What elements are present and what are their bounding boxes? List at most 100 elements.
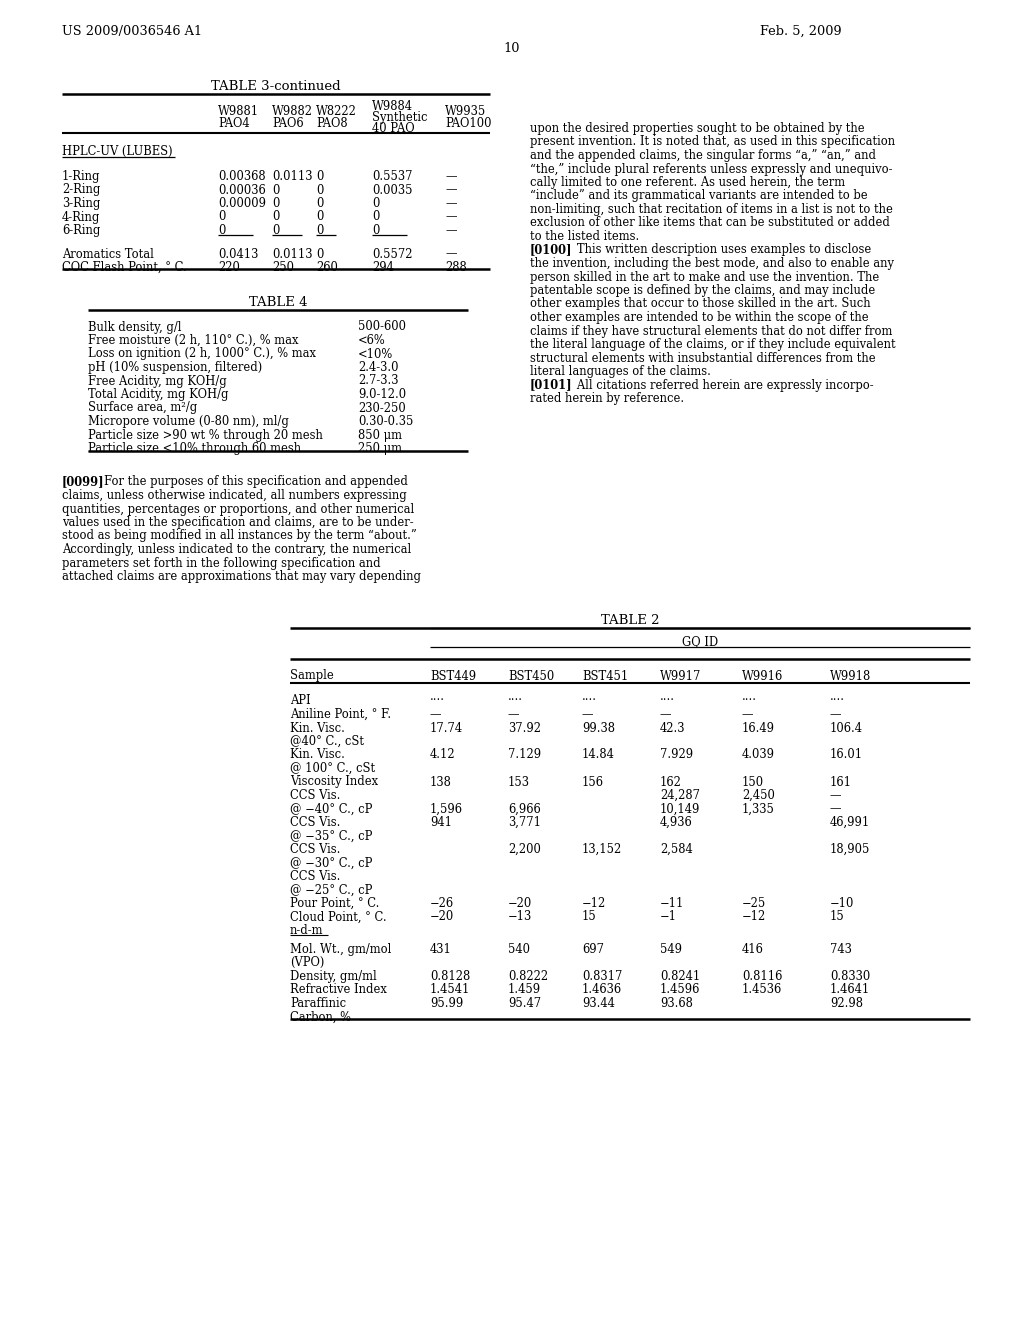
Text: TABLE 3-continued: TABLE 3-continued: [211, 81, 341, 92]
Text: API: API: [290, 694, 310, 708]
Text: Total Acidity, mg KOH/g: Total Acidity, mg KOH/g: [88, 388, 228, 401]
Text: GQ ID: GQ ID: [682, 635, 718, 648]
Text: 2.4-3.0: 2.4-3.0: [358, 360, 398, 374]
Text: CCS Vis.: CCS Vis.: [290, 816, 340, 829]
Text: @ −35° C., cP: @ −35° C., cP: [290, 829, 373, 842]
Text: 0: 0: [372, 210, 379, 223]
Text: 260: 260: [316, 261, 338, 275]
Text: Free moisture (2 h, 110° C.), % max: Free moisture (2 h, 110° C.), % max: [88, 334, 299, 347]
Text: 416: 416: [742, 942, 764, 956]
Text: —: —: [445, 210, 457, 223]
Text: the literal language of the claims, or if they include equivalent: the literal language of the claims, or i…: [530, 338, 896, 351]
Text: W9916: W9916: [742, 669, 783, 682]
Text: 250 μm: 250 μm: [358, 442, 402, 455]
Text: <10%: <10%: [358, 347, 393, 360]
Text: 0.8116: 0.8116: [742, 970, 782, 983]
Text: 17.74: 17.74: [430, 722, 463, 734]
Text: patentable scope is defined by the claims, and may include: patentable scope is defined by the claim…: [530, 284, 876, 297]
Text: 1.4636: 1.4636: [582, 983, 623, 997]
Text: 3-Ring: 3-Ring: [62, 197, 100, 210]
Text: 10,149: 10,149: [660, 803, 700, 816]
Text: 0.0113: 0.0113: [272, 248, 312, 260]
Text: Sample: Sample: [290, 669, 334, 682]
Text: Synthetic: Synthetic: [372, 111, 427, 124]
Text: 0: 0: [372, 197, 379, 210]
Text: 93.44: 93.44: [582, 997, 614, 1010]
Text: W9881: W9881: [218, 106, 259, 117]
Text: ····: ····: [830, 694, 845, 708]
Text: ····: ····: [508, 694, 523, 708]
Text: 162: 162: [660, 776, 682, 788]
Text: 4-Ring: 4-Ring: [62, 210, 100, 223]
Text: PAO8: PAO8: [316, 117, 347, 129]
Text: TABLE 2: TABLE 2: [601, 614, 659, 627]
Text: 0: 0: [316, 224, 324, 238]
Text: 2,200: 2,200: [508, 843, 541, 855]
Text: 0: 0: [272, 197, 280, 210]
Text: 294: 294: [372, 261, 394, 275]
Text: 941: 941: [430, 816, 452, 829]
Text: 2.7-3.3: 2.7-3.3: [358, 375, 398, 388]
Text: For the purposes of this specification and appended: For the purposes of this specification a…: [104, 475, 408, 488]
Text: 3,771: 3,771: [508, 816, 541, 829]
Text: parameters set forth in the following specification and: parameters set forth in the following sp…: [62, 557, 381, 569]
Text: @ −25° C., cP: @ −25° C., cP: [290, 883, 373, 896]
Text: W9918: W9918: [830, 669, 871, 682]
Text: structural elements with insubstantial differences from the: structural elements with insubstantial d…: [530, 351, 876, 364]
Text: person skilled in the art to make and use the invention. The: person skilled in the art to make and us…: [530, 271, 880, 284]
Text: [0099]: [0099]: [62, 475, 104, 488]
Text: 16.49: 16.49: [742, 722, 775, 734]
Text: 99.38: 99.38: [582, 722, 615, 734]
Text: 46,991: 46,991: [830, 816, 870, 829]
Text: exclusion of other like items that can be substituted or added: exclusion of other like items that can b…: [530, 216, 890, 230]
Text: pH (10% suspension, filtered): pH (10% suspension, filtered): [88, 360, 262, 374]
Text: —: —: [445, 183, 457, 197]
Text: 0: 0: [316, 248, 324, 260]
Text: US 2009/0036546 A1: US 2009/0036546 A1: [62, 25, 202, 38]
Text: 0.00009: 0.00009: [218, 197, 266, 210]
Text: —: —: [445, 170, 457, 183]
Text: 1,596: 1,596: [430, 803, 463, 816]
Text: 10: 10: [504, 42, 520, 55]
Text: cally limited to one referent. As used herein, the term: cally limited to one referent. As used h…: [530, 176, 845, 189]
Text: 0.0035: 0.0035: [372, 183, 413, 197]
Text: claims if they have structural elements that do not differ from: claims if they have structural elements …: [530, 325, 892, 338]
Text: 500-600: 500-600: [358, 321, 406, 334]
Text: −20: −20: [430, 911, 455, 924]
Text: Aniline Point, ° F.: Aniline Point, ° F.: [290, 708, 391, 721]
Text: and the appended claims, the singular forms “a,” “an,” and: and the appended claims, the singular fo…: [530, 149, 876, 162]
Text: Free Acidity, mg KOH/g: Free Acidity, mg KOH/g: [88, 375, 226, 388]
Text: 0.8128: 0.8128: [430, 970, 470, 983]
Text: 0: 0: [372, 224, 379, 238]
Text: 0: 0: [316, 197, 324, 210]
Text: −20: −20: [508, 898, 532, 909]
Text: 4,936: 4,936: [660, 816, 693, 829]
Text: 220: 220: [218, 261, 240, 275]
Text: [0100]: [0100]: [530, 243, 572, 256]
Text: 2,450: 2,450: [742, 789, 775, 803]
Text: 93.68: 93.68: [660, 997, 693, 1010]
Text: 138: 138: [430, 776, 452, 788]
Text: All citations referred herein are expressly incorpo-: All citations referred herein are expres…: [566, 379, 873, 392]
Text: Aromatics Total: Aromatics Total: [62, 248, 154, 260]
Text: [0101]: [0101]: [530, 379, 572, 392]
Text: −11: −11: [660, 898, 684, 909]
Text: Surface area, m²/g: Surface area, m²/g: [88, 401, 198, 414]
Text: Micropore volume (0-80 nm), ml/g: Micropore volume (0-80 nm), ml/g: [88, 414, 289, 428]
Text: Density, gm/ml: Density, gm/ml: [290, 970, 377, 983]
Text: values used in the specification and claims, are to be under-: values used in the specification and cla…: [62, 516, 414, 529]
Text: W9935: W9935: [445, 106, 486, 117]
Text: Bulk density, g/l: Bulk density, g/l: [88, 321, 181, 334]
Text: present invention. It is noted that, as used in this specification: present invention. It is noted that, as …: [530, 136, 895, 149]
Text: ····: ····: [430, 694, 445, 708]
Text: 15: 15: [830, 911, 845, 924]
Text: 743: 743: [830, 942, 852, 956]
Text: 150: 150: [742, 776, 764, 788]
Text: 4.12: 4.12: [430, 748, 456, 762]
Text: COC Flash Point, ° C.: COC Flash Point, ° C.: [62, 261, 186, 275]
Text: TABLE 4: TABLE 4: [249, 297, 307, 309]
Text: 24,287: 24,287: [660, 789, 700, 803]
Text: 1.459: 1.459: [508, 983, 541, 997]
Text: —: —: [830, 803, 842, 816]
Text: 0: 0: [218, 224, 225, 238]
